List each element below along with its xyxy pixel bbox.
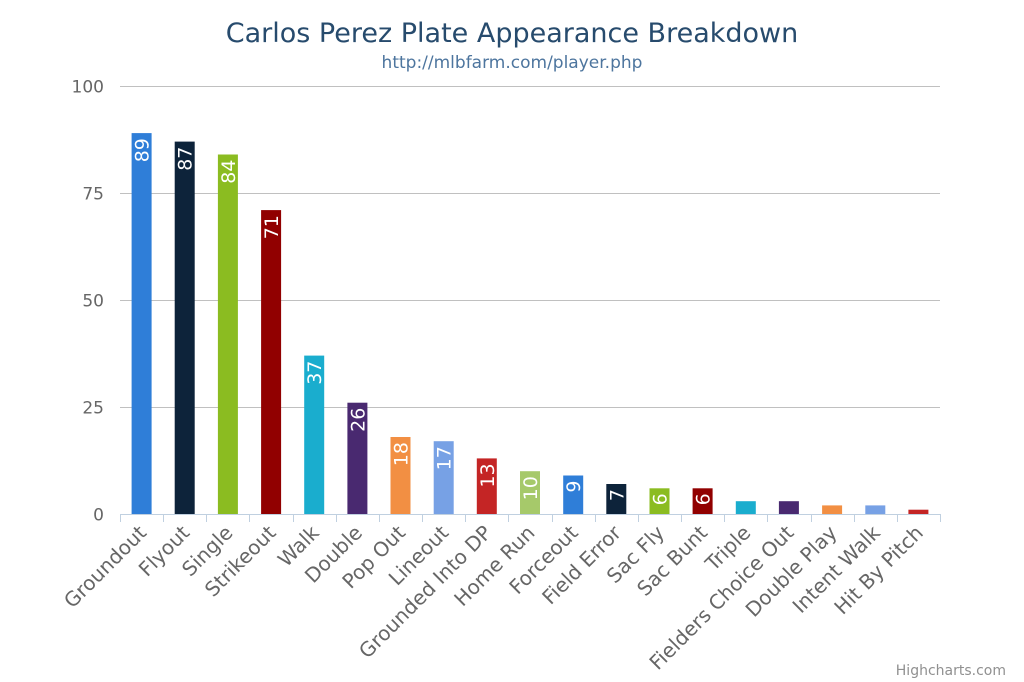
bar[interactable] — [606, 484, 627, 514]
bar[interactable] — [390, 437, 411, 514]
data-label: 13 — [477, 463, 499, 487]
data-label: 71 — [261, 215, 283, 239]
chart-subtitle: http://mlbfarm.com/player.php — [382, 53, 643, 73]
bar[interactable] — [735, 501, 756, 514]
data-label: 37 — [304, 361, 326, 385]
bar[interactable] — [347, 402, 368, 514]
bar[interactable] — [131, 133, 152, 514]
y-tick-label: 100 — [72, 78, 104, 98]
data-label: 6 — [693, 493, 715, 505]
data-label: 6 — [650, 493, 672, 505]
data-label: 17 — [434, 446, 456, 470]
data-label: 84 — [218, 160, 240, 184]
bar[interactable] — [476, 458, 497, 514]
data-label: 89 — [132, 138, 154, 162]
y-axis-labels: 0 25 50 75 100 — [72, 78, 104, 526]
bar[interactable] — [563, 475, 584, 515]
y-tick-label: 0 — [93, 506, 104, 526]
bar[interactable] — [304, 355, 325, 514]
bars: 89 87 84 71 37 26 18 17 13 10 9 7 6 6 — [131, 133, 929, 515]
bar[interactable] — [174, 141, 195, 514]
bar[interactable] — [908, 509, 929, 514]
data-label: 10 — [520, 476, 542, 500]
bar[interactable] — [865, 505, 886, 514]
bar[interactable] — [261, 210, 282, 514]
bar[interactable] — [822, 505, 843, 514]
x-axis-labels: GroundoutFlyoutSingleStrikeoutWalkDouble… — [59, 520, 928, 675]
data-label: 87 — [175, 147, 197, 171]
bar[interactable] — [692, 488, 713, 514]
y-gridlines — [120, 86, 940, 408]
bar[interactable] — [217, 154, 238, 515]
bar[interactable] — [433, 441, 454, 514]
chart-title: Carlos Perez Plate Appearance Breakdown — [226, 18, 798, 49]
credits-link[interactable]: Highcharts.com — [896, 663, 1006, 679]
y-tick-label: 75 — [82, 185, 104, 205]
y-tick-label: 50 — [82, 292, 104, 312]
data-label: 9 — [563, 481, 585, 493]
bar[interactable] — [520, 471, 540, 514]
data-label: 18 — [391, 442, 413, 466]
data-label: 26 — [347, 408, 369, 432]
y-tick-label: 25 — [82, 399, 104, 419]
x-axis — [120, 514, 941, 522]
bar[interactable] — [649, 488, 670, 514]
data-label: 7 — [606, 489, 628, 501]
bar[interactable] — [778, 501, 799, 514]
